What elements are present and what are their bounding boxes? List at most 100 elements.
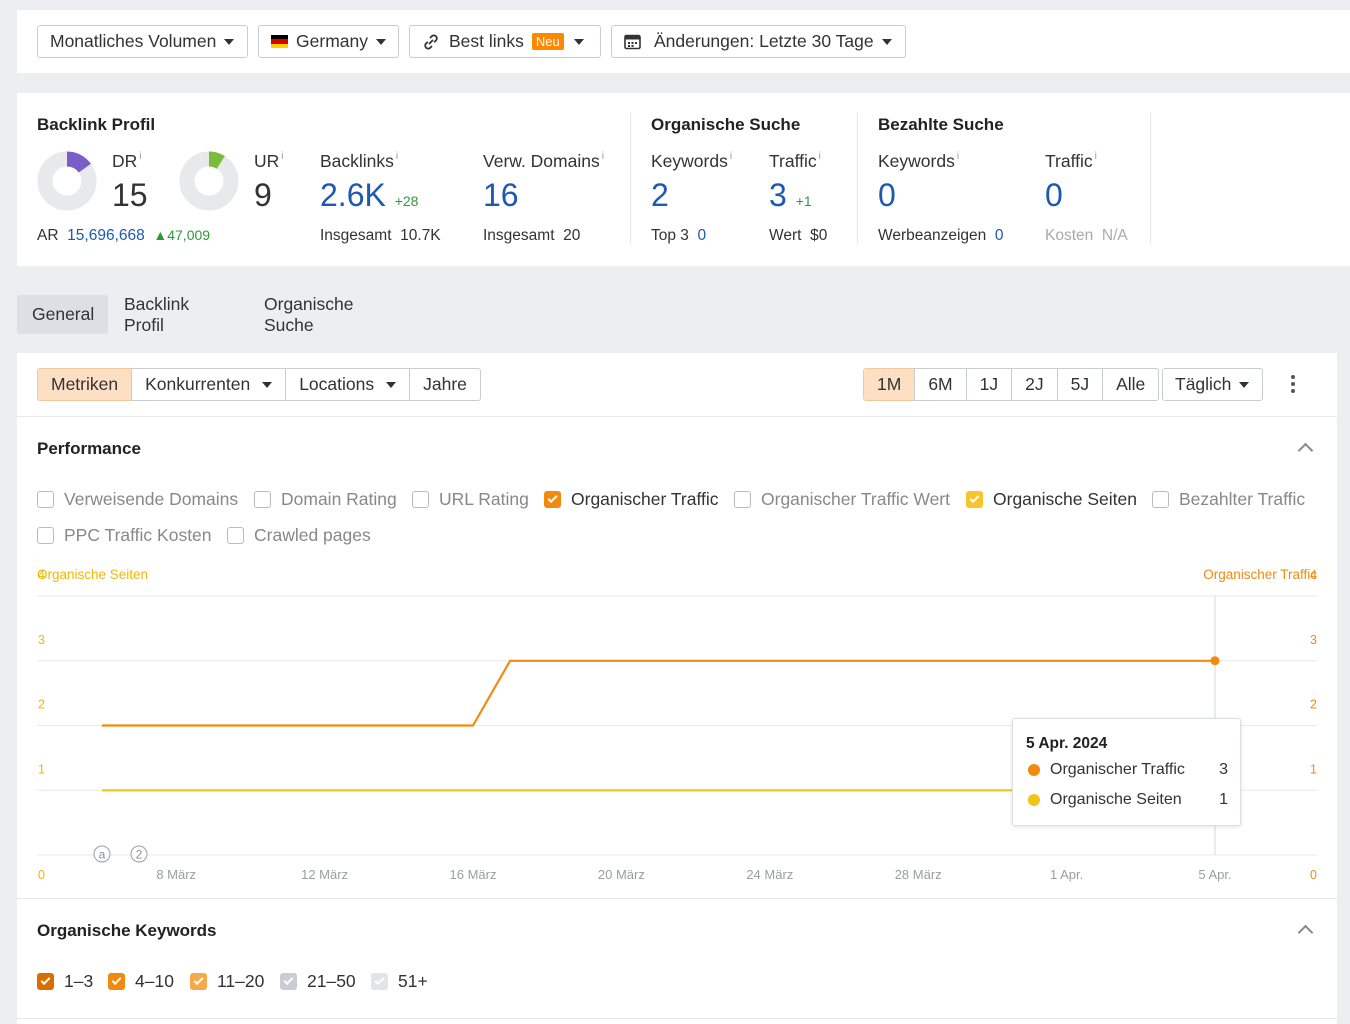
- tooltip-row-traffic: Organischer Traffic 3: [1028, 761, 1228, 779]
- checkbox-domain-rating[interactable]: Domain Rating: [254, 489, 397, 510]
- range-1m-button[interactable]: 1M: [863, 368, 916, 401]
- ar-delta: ▲47,009: [153, 227, 211, 243]
- y-tick-right: 0: [1310, 868, 1317, 882]
- org-top3: Top 3 0: [651, 227, 707, 244]
- checkbox-kw-11-20[interactable]: 11–20: [190, 971, 264, 992]
- info-icon: i: [601, 151, 604, 162]
- locations-dropdown[interactable]: Locations: [285, 368, 411, 401]
- yellow-dot-icon: [1028, 794, 1040, 806]
- caret-down-icon: [1239, 381, 1250, 388]
- paid-traffic-label: Traffic i: [1045, 151, 1097, 171]
- backlinks-label: Backlinks i: [320, 151, 399, 171]
- x-tick-label: 12 März: [301, 867, 348, 882]
- info-icon: i: [395, 151, 399, 162]
- best-links-dropdown[interactable]: Best links Neu: [409, 25, 601, 58]
- divider: [630, 113, 631, 243]
- range-all-button[interactable]: Alle: [1102, 368, 1160, 401]
- country-label: Germany: [296, 31, 368, 51]
- checkbox-ppc-cost[interactable]: PPC Traffic Kosten: [37, 525, 212, 546]
- y-tick-right: 3: [1310, 633, 1317, 647]
- left-axis-title: Organische Seiten: [37, 567, 148, 582]
- chart-tooltip: 5 Apr. 2024 Organischer Traffic 3 Organi…: [1012, 718, 1241, 826]
- y-tick-right: 1: [1310, 762, 1317, 776]
- info-icon: i: [818, 151, 821, 162]
- caret-down-icon: [262, 381, 273, 388]
- checkbox-kw-1-3[interactable]: 1–3: [37, 971, 93, 992]
- info-icon: i: [281, 151, 284, 162]
- checkbox-kw-51plus[interactable]: 51+: [371, 971, 428, 992]
- germany-flag-icon: [271, 35, 289, 48]
- paid-cost: Kosten N/A: [1045, 227, 1128, 244]
- tooltip-date: 5 Apr. 2024: [1026, 735, 1108, 752]
- checkbox-organic-pages[interactable]: Organische Seiten: [966, 489, 1137, 510]
- caret-down-icon: [386, 381, 397, 388]
- caret-down-icon: [881, 38, 892, 45]
- y-tick-left: 2: [38, 698, 45, 712]
- orange-dot-icon: [1028, 764, 1040, 776]
- range-2j-button[interactable]: 2J: [1011, 368, 1058, 401]
- org-value: Wert $0: [769, 227, 828, 244]
- competitors-dropdown[interactable]: Konkurrenten: [131, 368, 287, 401]
- org-traffic-value[interactable]: 3 +1: [769, 177, 812, 213]
- tab-general[interactable]: General: [17, 295, 108, 334]
- ar-value[interactable]: 15,696,668: [67, 227, 145, 244]
- paid-ads: Werbeanzeigen 0: [878, 227, 1004, 244]
- volume-label: Monatliches Volumen: [50, 31, 217, 51]
- range-6m-button[interactable]: 6M: [914, 368, 967, 401]
- refdomains-total: Insgesamt 20: [483, 227, 581, 244]
- overview-panel: Metriken Konkurrenten Locations Jahre 1M…: [17, 353, 1337, 1024]
- divider: [857, 113, 858, 243]
- performance-title: Performance: [37, 439, 141, 458]
- divider: [17, 1018, 1337, 1019]
- org-keywords-value[interactable]: 2: [651, 177, 669, 213]
- checkbox-url-rating[interactable]: URL Rating: [412, 489, 529, 510]
- backlinks-delta: +28: [394, 193, 419, 209]
- info-icon: i: [956, 151, 960, 162]
- organic-keywords-title: Organische Keywords: [37, 921, 217, 940]
- backlinks-total: Insgesamt 10.7K: [320, 227, 441, 244]
- caret-down-icon: [573, 38, 584, 45]
- volume-dropdown[interactable]: Monatliches Volumen: [37, 25, 248, 58]
- dr-value: 15: [112, 177, 148, 213]
- checkbox-paid-traffic[interactable]: Bezahlter Traffic: [1152, 489, 1305, 510]
- divider: [17, 898, 1337, 899]
- checkbox-organic-traffic-value[interactable]: Organischer Traffic Wert: [734, 489, 950, 510]
- info-icon: i: [729, 151, 733, 162]
- paid-traffic-value[interactable]: 0: [1045, 177, 1063, 213]
- country-dropdown[interactable]: Germany: [258, 25, 399, 58]
- x-tick-label: 5 Apr.: [1198, 867, 1231, 882]
- range-toggle-group: 1M 6M 1J 2J 5J Alle: [863, 368, 1160, 401]
- ur-value: 9: [254, 177, 272, 213]
- refdomains-value[interactable]: 16: [483, 177, 519, 213]
- backlinks-value[interactable]: 2.6K +28: [320, 177, 419, 213]
- backlink-profile-title: Backlink Profil: [37, 115, 156, 134]
- checkbox-organic-traffic[interactable]: Organischer Traffic: [544, 489, 719, 510]
- view-toggle-group: Metriken Konkurrenten Locations Jahre: [37, 368, 481, 401]
- link-icon: [424, 34, 438, 49]
- annotation-label: a: [99, 848, 106, 862]
- org-traffic-label: Traffic i: [769, 151, 821, 171]
- checkbox-kw-4-10[interactable]: 4–10: [108, 971, 174, 992]
- refdomains-label: Verw. Domains i: [483, 151, 604, 171]
- paid-keywords-label: Keywords i: [878, 151, 960, 171]
- checkbox-crawled-pages[interactable]: Crawled pages: [227, 525, 371, 546]
- info-icon: i: [1094, 151, 1097, 162]
- metrics-button[interactable]: Metriken: [37, 368, 133, 401]
- years-button[interactable]: Jahre: [409, 368, 481, 401]
- checkbox-referring-domains[interactable]: Verweisende Domains: [37, 489, 238, 510]
- collapse-chevron-icon[interactable]: [1297, 924, 1314, 941]
- checkbox-kw-21-50[interactable]: 21–50: [280, 971, 356, 992]
- paid-keywords-value[interactable]: 0: [878, 177, 896, 213]
- x-tick-label: 8 März: [156, 867, 196, 882]
- more-options-icon[interactable]: [1290, 375, 1296, 393]
- changes-dropdown[interactable]: Änderungen: Letzte 30 Tage: [611, 25, 906, 58]
- annotation-marker: [93, 845, 111, 863]
- interval-dropdown[interactable]: Täglich: [1162, 368, 1263, 401]
- caret-down-icon: [224, 38, 235, 45]
- interval-label: Täglich: [1175, 374, 1232, 394]
- y-tick-right: 4: [1310, 568, 1317, 582]
- tab-backlink-profile[interactable]: Backlink Profil: [124, 293, 190, 335]
- tab-organic-search[interactable]: Organische Suche: [264, 293, 354, 335]
- divider: [17, 416, 1337, 417]
- y-tick-left: 1: [38, 762, 45, 776]
